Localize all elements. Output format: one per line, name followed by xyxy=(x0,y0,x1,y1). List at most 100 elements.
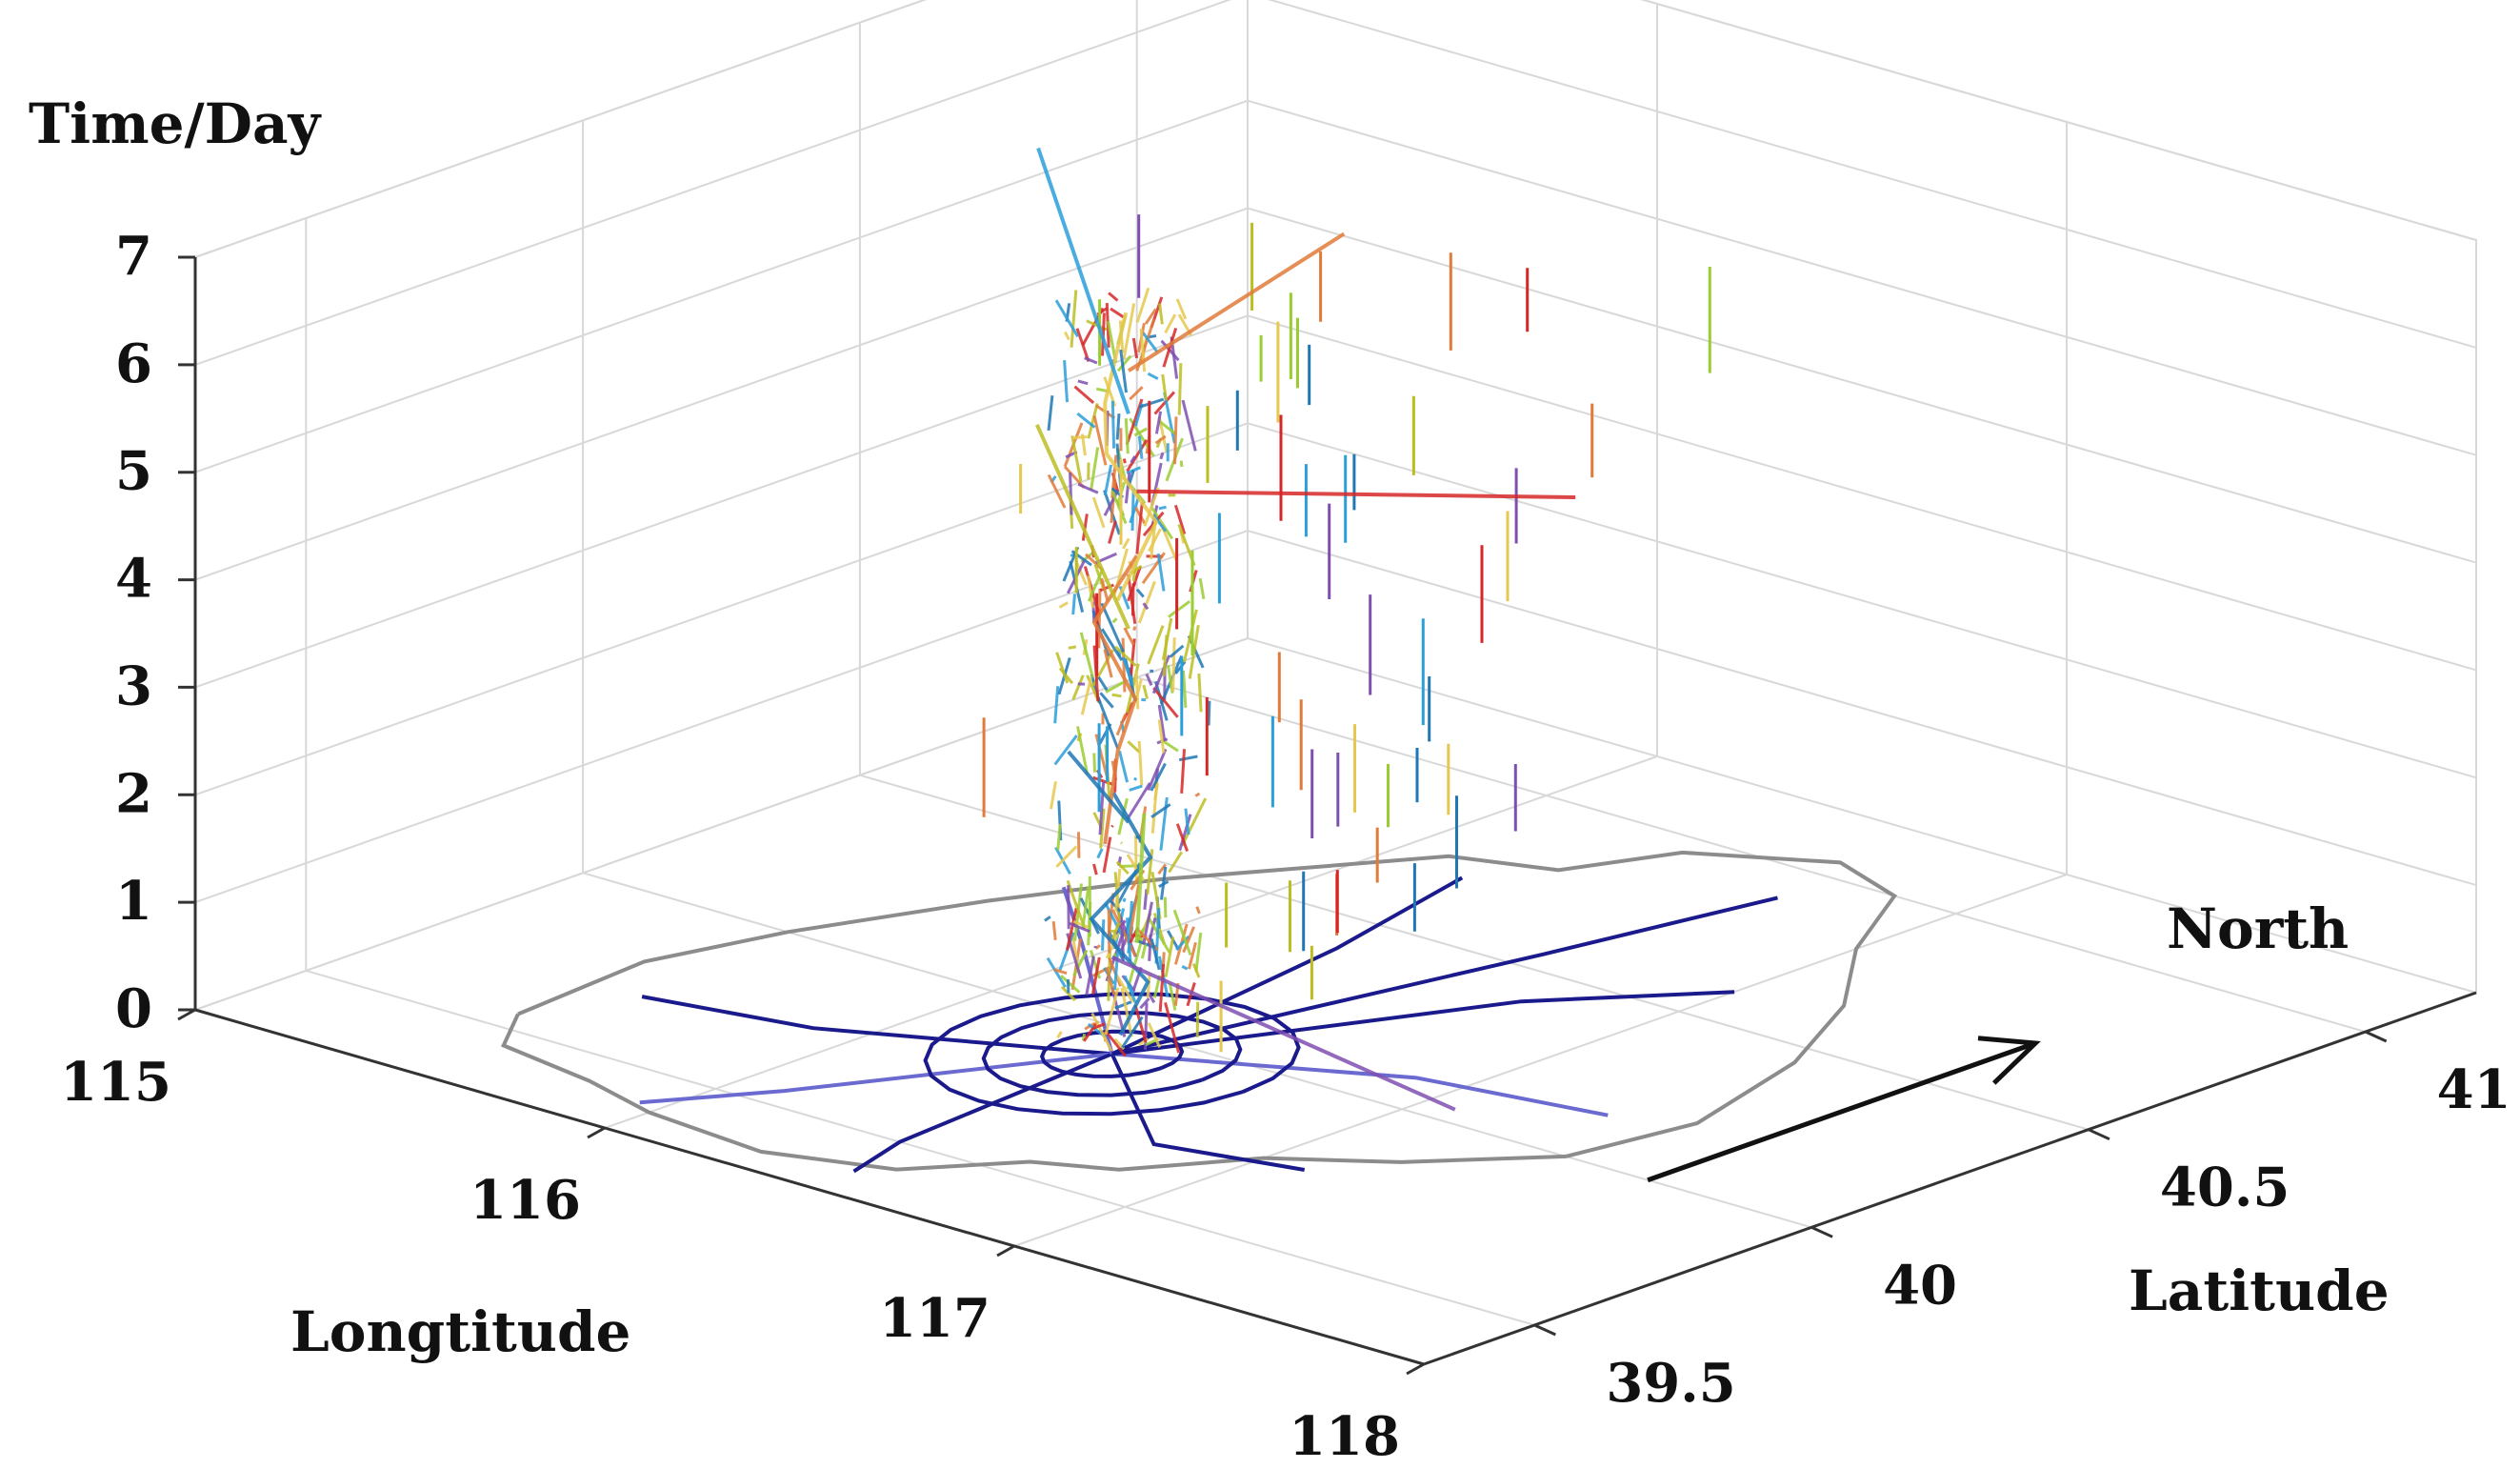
trajectory-stroke xyxy=(1058,601,1069,609)
trajectory-stroke xyxy=(1158,505,1167,511)
trajectory-stroke xyxy=(1092,863,1098,875)
grid-line-z-3 xyxy=(194,314,2477,689)
y-tick-label-3: 41 xyxy=(2437,1058,2511,1121)
trajectory-stroke xyxy=(1121,656,1134,686)
trajectory-stroke xyxy=(1060,985,1076,1002)
trajectory-stroke xyxy=(1147,625,1165,665)
trajectory-stroke xyxy=(1137,740,1144,786)
trajectory-stroke xyxy=(1101,919,1106,951)
z-tick-label-0: 0 xyxy=(115,977,152,1040)
trajectory-stroke xyxy=(1151,654,1171,694)
grid-line-lon-2 xyxy=(1013,122,2068,1247)
trajectory-stroke xyxy=(1150,803,1171,818)
trajectory-stroke xyxy=(1130,488,1135,532)
trajectory-3 xyxy=(1036,147,1130,414)
north-arrow-line xyxy=(1647,1040,2037,1183)
trajectory-stroke xyxy=(1178,814,1192,852)
trajectory-stroke xyxy=(1047,395,1054,432)
trajectory-stroke xyxy=(1150,762,1167,792)
trajectory-stroke xyxy=(1096,696,1120,750)
trajectory-stroke xyxy=(1103,489,1120,516)
trajectory-stroke xyxy=(1076,733,1083,742)
trajectory-stroke xyxy=(1147,1022,1162,1049)
trajectory-stroke xyxy=(1066,978,1070,994)
trajectory-stroke xyxy=(1123,975,1137,1003)
trajectory-stroke xyxy=(1182,926,1195,954)
trajectory-stroke xyxy=(1144,1002,1149,1050)
trajectory-stroke xyxy=(1169,644,1185,658)
trajectory-stroke xyxy=(1075,328,1090,362)
trajectory-stroke xyxy=(1139,997,1150,1010)
z-tick-label-3: 3 xyxy=(115,654,152,717)
trajectory-stroke xyxy=(1162,327,1178,368)
trajectory-stroke xyxy=(1104,987,1120,1036)
trajectory-stroke xyxy=(1130,638,1136,676)
z-tick-label-7: 7 xyxy=(115,225,152,288)
trajectory-stroke xyxy=(1180,797,1208,847)
trajectory-stroke xyxy=(1070,290,1078,348)
trajectory-stroke xyxy=(1133,427,1149,437)
grid-line-z-2 xyxy=(194,422,2477,796)
trajectory-stroke xyxy=(1178,755,1198,762)
trajectory-stroke xyxy=(1195,906,1201,915)
trajectory-stroke xyxy=(1110,824,1114,828)
road-1 xyxy=(639,1052,1112,1105)
trajectory-stroke xyxy=(1107,909,1111,954)
ring-road-1 xyxy=(981,1011,1243,1097)
trajectory-stroke xyxy=(1127,574,1137,624)
trajectory-stroke xyxy=(1110,400,1116,449)
trajectory-stroke xyxy=(1111,909,1137,956)
trajectory-stroke xyxy=(1110,490,1128,525)
trajectory-7 xyxy=(1134,813,1147,943)
trajectory-stroke xyxy=(1198,577,1206,599)
y-tick-label-1: 40 xyxy=(1883,1254,1957,1317)
trajectory-stroke xyxy=(1105,680,1125,694)
trajectory-stroke xyxy=(1162,634,1169,676)
trajectory-2 xyxy=(1103,312,1159,602)
trajectory-stroke xyxy=(1114,645,1137,667)
z-tick-label-5: 5 xyxy=(115,440,152,503)
trajectory-stroke xyxy=(1076,412,1096,429)
trajectory-stroke xyxy=(1105,967,1116,996)
trajectory-stroke xyxy=(1055,652,1070,684)
trajectory-stroke xyxy=(1194,792,1201,797)
trajectory-stroke xyxy=(1121,537,1130,550)
trajectory-stroke xyxy=(1179,460,1184,468)
trajectory-8 xyxy=(1067,750,1130,824)
trajectory-stroke xyxy=(1191,963,1201,978)
trajectory-stroke xyxy=(1168,851,1183,874)
trajectory-stroke xyxy=(1126,937,1144,990)
x-tick-mark-0 xyxy=(177,1008,196,1021)
trajectory-stroke xyxy=(1090,1022,1106,1031)
road-3 xyxy=(1110,1053,1306,1172)
trajectory-stroke xyxy=(1135,502,1144,554)
trajectory-stroke xyxy=(1072,949,1089,976)
trajectory-stroke xyxy=(1180,749,1186,794)
trajectory-stroke xyxy=(1100,628,1124,661)
trajectory-stroke xyxy=(1053,686,1060,724)
trajectory-stroke xyxy=(1173,416,1178,465)
trajectory-stroke xyxy=(1142,602,1150,611)
trajectory-stroke xyxy=(1097,675,1109,693)
trajectory-stroke xyxy=(1159,796,1169,851)
trajectory-stroke xyxy=(1150,938,1161,971)
trajectory-stroke xyxy=(1114,919,1127,936)
trajectory-stroke xyxy=(1069,473,1073,515)
trajectory-stroke xyxy=(1091,496,1106,529)
x-axis-line xyxy=(194,1008,1425,1366)
trajectory-stroke xyxy=(1068,645,1077,650)
grid-line-z-7 xyxy=(194,0,2477,258)
label-layer: Time/Day Longtitude Latitude North 0 1 2 3 4… xyxy=(29,91,2511,1468)
trajectory-stroke xyxy=(1065,907,1078,951)
trajectory-stroke xyxy=(1053,734,1078,766)
trajectory-stroke xyxy=(1207,700,1211,726)
trajectory-stroke xyxy=(1087,568,1105,602)
y-tick-label-2: 40.5 xyxy=(2160,1157,2290,1219)
grid-layer xyxy=(194,0,2477,1365)
trajectory-stroke xyxy=(1103,649,1113,678)
trajectory-stroke xyxy=(1090,1012,1113,1052)
trajectory-stroke xyxy=(1137,580,1156,624)
trajectory-stroke xyxy=(1080,677,1092,715)
trajectory-stroke xyxy=(1172,909,1192,956)
trajectory-stroke xyxy=(1115,413,1121,440)
